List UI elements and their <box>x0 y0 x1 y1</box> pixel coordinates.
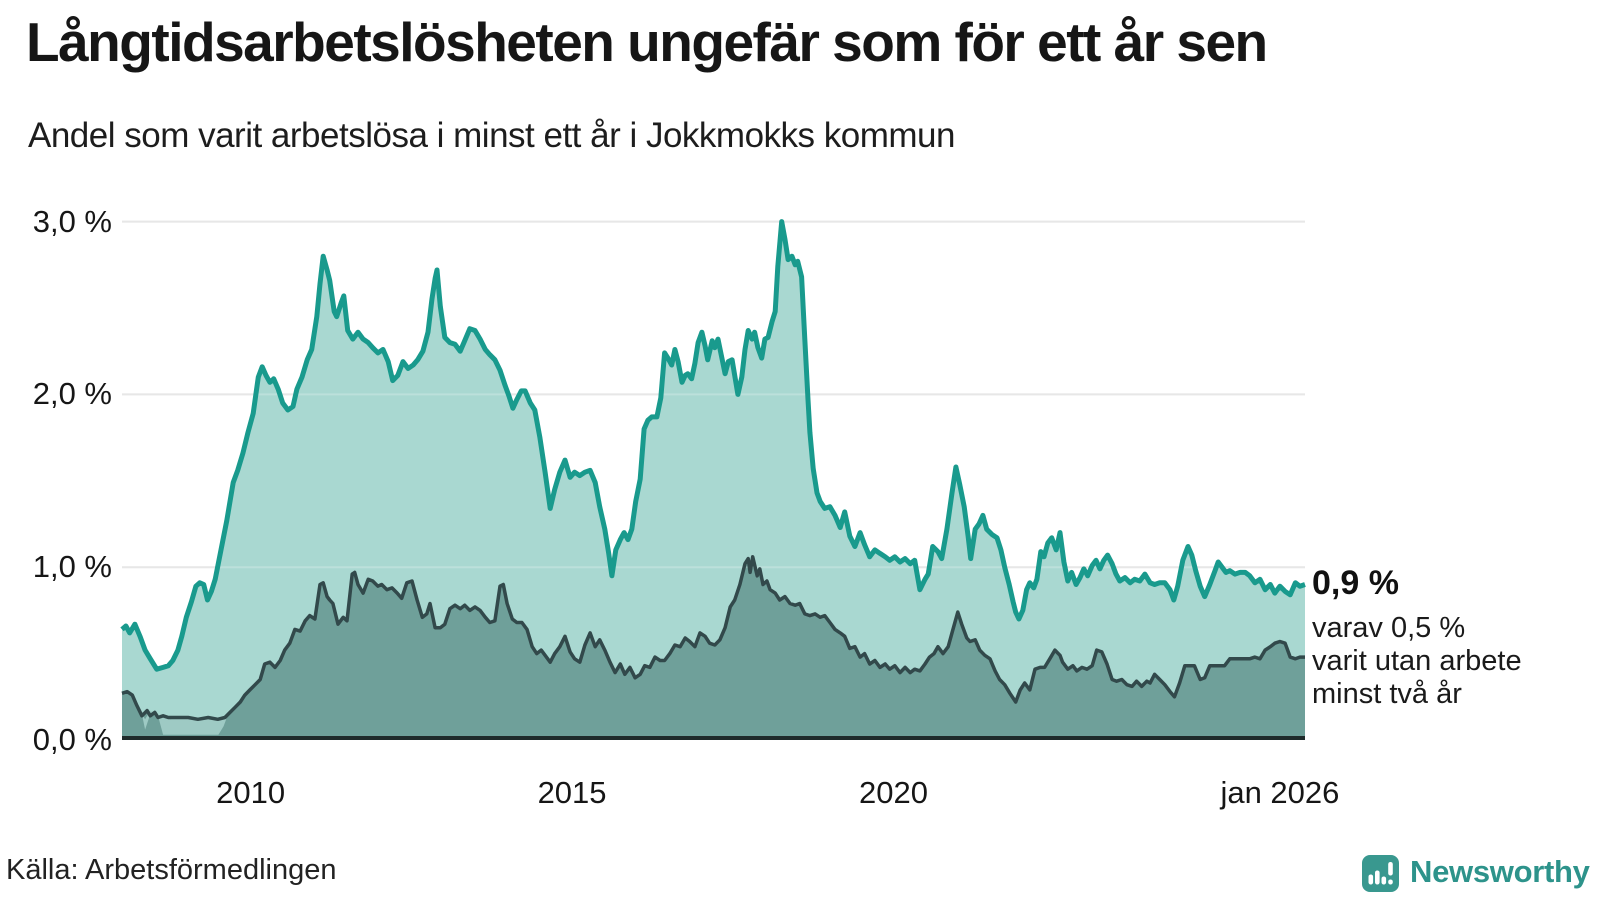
y-axis-label: 2,0 % <box>32 376 112 412</box>
x-axis-label: jan 2026 <box>1220 775 1340 810</box>
chart-title: Långtidsarbetslösheten ungefär som för e… <box>26 11 1268 73</box>
y-axis-label: 0,0 % <box>32 722 112 757</box>
y-axis-label: 3,0 % <box>32 203 112 239</box>
plot-area <box>120 200 1306 741</box>
area-chart-canvas <box>120 219 1306 741</box>
annotation-line-3: minst två år <box>1312 678 1462 710</box>
end-annotation: 0,9 % varav 0,5 % varit utan arbete mins… <box>1312 564 1522 711</box>
newsworthy-logo: Newsworthy <box>1362 853 1590 892</box>
source-note: Källa: Arbetsförmedlingen <box>6 854 337 886</box>
end-annotation-lines: varav 0,5 % varit utan arbete minst två … <box>1312 612 1522 711</box>
annotation-line-2: varit utan arbete <box>1312 645 1522 677</box>
y-axis-label: 1,0 % <box>32 549 112 585</box>
newsworthy-chart-icon <box>1362 855 1399 892</box>
x-axis-label: 2015 <box>537 775 607 810</box>
line-minst-tva-ar <box>121 555 1305 722</box>
x-axis-label: 2020 <box>859 775 928 810</box>
brand-name: Newsworthy <box>1410 853 1590 889</box>
fill-notch-artifact <box>141 710 229 735</box>
end-value-label: 0,9 % <box>1312 564 1399 602</box>
line-minst-ett-ar <box>120 219 1306 672</box>
x-axis-label: 2010 <box>216 775 286 810</box>
chart-subtitle: Andel som varit arbetslösa i minst ett å… <box>28 116 955 155</box>
annotation-line-1: varav 0,5 % <box>1312 612 1466 644</box>
